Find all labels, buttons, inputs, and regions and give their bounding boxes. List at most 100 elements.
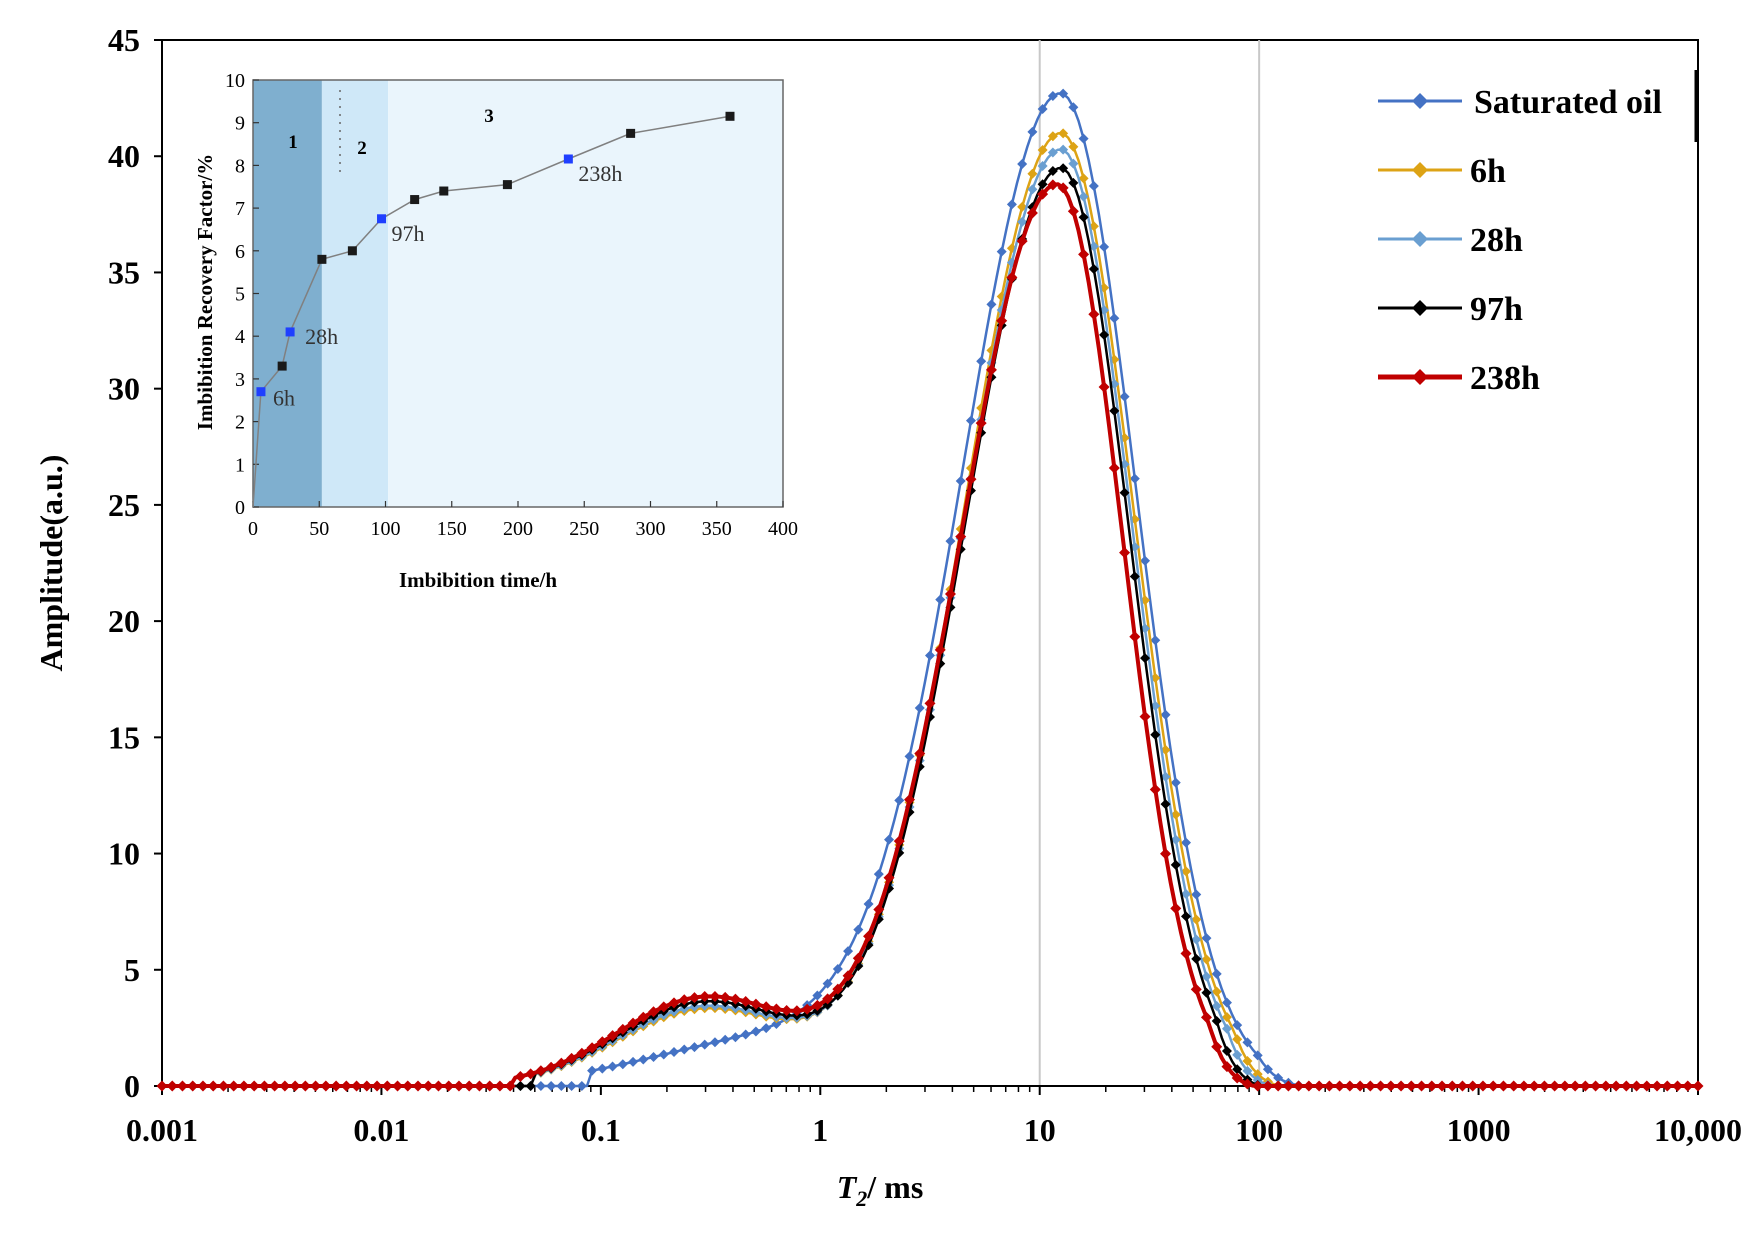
series-238h: [156, 179, 1704, 1092]
series-marker: [1160, 709, 1171, 720]
series-marker: [586, 1042, 598, 1054]
series-marker: [812, 990, 823, 1001]
series-marker: [371, 1080, 383, 1092]
series-marker: [1170, 834, 1181, 845]
series-marker: [525, 1081, 536, 1091]
series-marker: [473, 1080, 485, 1092]
series-marker: [1047, 91, 1058, 102]
series-marker: [996, 315, 1008, 327]
series-marker: [791, 1005, 803, 1017]
series-marker: [638, 1054, 649, 1065]
series-marker: [1395, 1080, 1407, 1092]
series-marker: [1201, 933, 1212, 944]
series-marker: [986, 299, 997, 310]
series-marker: [1405, 1080, 1417, 1092]
series-marker: [1047, 166, 1058, 177]
inset-region-label: 3: [484, 106, 494, 127]
x-axis-title-subscript: 2: [855, 1186, 867, 1211]
series-marker: [1262, 1080, 1274, 1092]
series-marker: [1191, 953, 1202, 964]
series-marker: [1017, 159, 1028, 170]
series-marker: [1242, 1065, 1253, 1076]
series-marker: [1017, 216, 1028, 227]
series-marker: [330, 1080, 342, 1092]
series-marker: [1170, 777, 1181, 788]
series-marker: [811, 999, 823, 1011]
series-marker: [648, 1006, 660, 1018]
series-marker: [1241, 1078, 1253, 1090]
series-marker: [587, 1065, 598, 1076]
series-marker: [1232, 1049, 1243, 1060]
series-marker: [228, 1080, 240, 1092]
series-marker: [361, 1080, 373, 1092]
series-marker: [617, 1023, 629, 1035]
series-marker: [1037, 160, 1048, 171]
series-marker: [730, 1032, 741, 1043]
series-marker: [310, 1080, 322, 1092]
series-marker: [1027, 168, 1038, 179]
inset-data-point: [626, 128, 636, 138]
series-marker: [432, 1080, 444, 1092]
series-marker: [1334, 1080, 1346, 1092]
legend-swatch-marker: [1412, 162, 1428, 178]
series-marker: [965, 415, 976, 426]
series-marker: [729, 993, 741, 1005]
series-marker: [1232, 1064, 1243, 1075]
series-marker: [740, 1029, 751, 1040]
series-marker: [976, 356, 987, 367]
series-marker: [1436, 1080, 1448, 1092]
series-marker: [975, 417, 987, 429]
series-marker: [484, 1080, 496, 1092]
x-axis-title-symbol: T: [837, 1169, 858, 1205]
series-marker: [1272, 1080, 1284, 1092]
series-marker: [1232, 1020, 1243, 1031]
inset-data-point: [439, 186, 449, 196]
series-marker: [822, 978, 833, 989]
x-tick-label: 1000: [1447, 1112, 1511, 1148]
series-marker: [1672, 1080, 1684, 1092]
series-marker: [637, 1011, 649, 1023]
series-marker: [914, 703, 925, 714]
series-marker: [566, 1052, 578, 1064]
series-marker: [1375, 1080, 1387, 1092]
series-marker: [1129, 631, 1141, 643]
series-marker: [1528, 1080, 1540, 1092]
series-marker: [1160, 799, 1171, 810]
series-marker: [351, 1080, 363, 1092]
series-marker: [1364, 1080, 1376, 1092]
series-marker: [156, 1080, 168, 1092]
reference-lines: [1038, 40, 1261, 1086]
inset-x-tick-label: 0: [248, 518, 258, 540]
series-marker: [1129, 473, 1140, 484]
series-marker: [1211, 1041, 1223, 1053]
series-marker: [1620, 1080, 1632, 1092]
series-marker: [1181, 889, 1191, 900]
series-marker: [863, 930, 875, 942]
series-marker: [720, 1034, 731, 1045]
series-marker: [1037, 144, 1048, 155]
series-marker: [1037, 188, 1049, 200]
legend-swatch-marker: [1412, 300, 1428, 316]
series-marker: [873, 903, 885, 915]
inset-data-point: [277, 361, 287, 371]
legend-swatch-marker: [1412, 369, 1428, 385]
y-tick-label: 25: [108, 487, 140, 523]
inset-data-point: [725, 111, 735, 121]
series-marker: [1456, 1080, 1468, 1092]
series-marker: [843, 946, 854, 957]
series-marker: [894, 795, 905, 806]
series-marker: [1242, 1037, 1253, 1048]
series-marker: [1416, 1080, 1428, 1092]
series-marker: [1068, 158, 1079, 169]
series-marker: [1201, 971, 1212, 982]
series-marker: [504, 1080, 516, 1092]
series-marker: [1211, 1000, 1222, 1011]
y-tick-label: 30: [108, 371, 140, 407]
series-marker: [1088, 263, 1099, 274]
series-marker: [822, 993, 834, 1005]
y-tick-label: 20: [108, 603, 140, 639]
series-marker: [1559, 1080, 1571, 1092]
series-marker: [1682, 1080, 1694, 1092]
series-marker: [320, 1080, 332, 1092]
series-marker: [1293, 1080, 1305, 1092]
